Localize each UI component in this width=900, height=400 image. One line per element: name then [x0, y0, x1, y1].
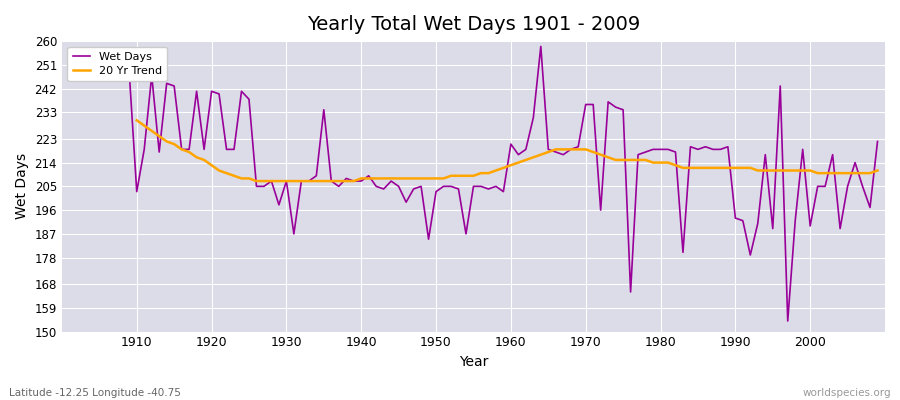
Legend: Wet Days, 20 Yr Trend: Wet Days, 20 Yr Trend: [68, 47, 167, 81]
X-axis label: Year: Year: [459, 355, 488, 369]
Line: Wet Days: Wet Days: [69, 46, 878, 321]
Wet Days: [603, 100, 614, 104]
20 Yr Trend: [131, 118, 142, 123]
20 Yr Trend: [310, 179, 321, 184]
Wet Days: [498, 189, 508, 194]
Wet Days: [782, 319, 793, 324]
Wet Days: [536, 44, 546, 49]
Wet Days: [506, 142, 517, 146]
Text: worldspecies.org: worldspecies.org: [803, 388, 891, 398]
20 Yr Trend: [842, 171, 853, 176]
Wet Days: [872, 139, 883, 144]
20 Yr Trend: [872, 168, 883, 173]
Wet Days: [64, 68, 75, 72]
Wet Days: [333, 184, 344, 189]
Wet Days: [289, 232, 300, 236]
20 Yr Trend: [281, 179, 292, 184]
Y-axis label: Wet Days: Wet Days: [15, 153, 29, 220]
20 Yr Trend: [520, 158, 531, 162]
Title: Yearly Total Wet Days 1901 - 2009: Yearly Total Wet Days 1901 - 2009: [307, 15, 640, 34]
20 Yr Trend: [251, 179, 262, 184]
20 Yr Trend: [580, 147, 591, 152]
Line: 20 Yr Trend: 20 Yr Trend: [137, 120, 877, 181]
20 Yr Trend: [820, 171, 831, 176]
Wet Days: [124, 70, 135, 75]
Text: Latitude -12.25 Longitude -40.75: Latitude -12.25 Longitude -40.75: [9, 388, 181, 398]
